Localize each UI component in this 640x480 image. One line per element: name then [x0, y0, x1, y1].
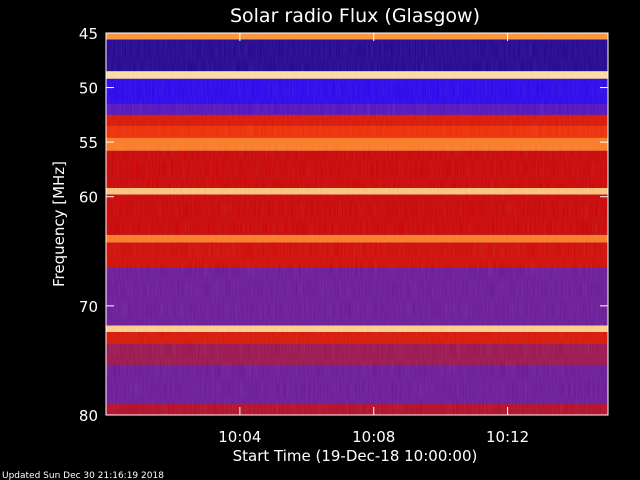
- y-tick-label: 45: [79, 25, 98, 43]
- y-tick-label: 50: [79, 80, 98, 98]
- plot-frame: [105, 32, 609, 416]
- plot-noise-overlay: [106, 33, 608, 415]
- x-tick-label: 10:04: [218, 428, 261, 446]
- x-axis-label: Start Time (19-Dec-18 10:00:00): [233, 447, 478, 465]
- y-axis-label: Frequency [MHz]: [50, 161, 68, 287]
- y-axis: 45 50 55 60 70 80: [79, 25, 608, 425]
- y-tick-label: 60: [79, 189, 98, 207]
- updated-timestamp: Updated Sun Dec 30 21:16:19 2018: [2, 471, 164, 480]
- y-tick-label: 55: [79, 134, 98, 152]
- chart-title: Solar radio Flux (Glasgow): [230, 5, 480, 27]
- x-axis: 10:04 10:08 10:12: [218, 33, 529, 446]
- y-tick-label: 70: [79, 298, 98, 316]
- x-tick-label: 10:12: [486, 428, 529, 446]
- y-tick-label: 80: [79, 407, 98, 425]
- x-tick-label: 10:08: [352, 428, 395, 446]
